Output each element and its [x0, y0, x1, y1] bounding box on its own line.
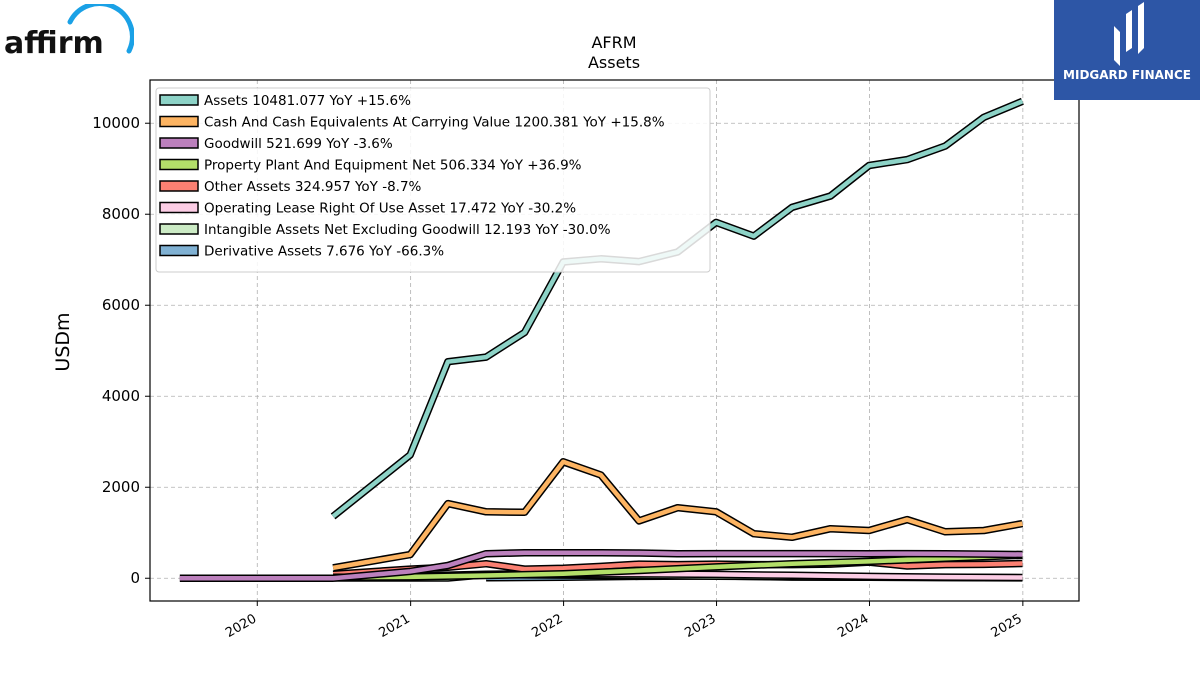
- series-line: [179, 550, 1023, 581]
- legend-swatch: [159, 158, 199, 171]
- series-property-plant-and-equipment-net: [333, 551, 1023, 582]
- y-tick-label: 2000: [102, 478, 140, 496]
- legend-swatch: [159, 244, 199, 257]
- legend-swatch: [159, 201, 199, 214]
- legend-swatch: [159, 180, 199, 192]
- midgard-finance-logo: MIDGARD FINANCE: [1054, 0, 1200, 100]
- plot-frame: [149, 79, 1080, 602]
- midgard-logo-mark: [1114, 2, 1144, 66]
- x-tick-label: 2024: [835, 611, 871, 641]
- legend-box: [155, 87, 711, 273]
- x-tick-label: 2020: [223, 611, 259, 641]
- y-axis: 0 2000 4000 6000 8000 10000: [92, 114, 150, 587]
- series-cash-and-cash-equivalents-at-carrying-value: [332, 458, 1024, 572]
- chart-title: AFRM: [591, 33, 636, 52]
- legend-swatch: [159, 137, 199, 149]
- x-tick-label: 2023: [682, 611, 718, 641]
- legend-item: Goodwill 521.699 YoY -3.6%: [159, 136, 393, 152]
- legend-label: Operating Lease Right Of Use Asset 17.47…: [204, 201, 576, 217]
- y-tick-label: 4000: [102, 387, 140, 405]
- legend-label: Property Plant And Equipment Net 506.334…: [204, 158, 582, 174]
- legend-label: Goodwill 521.699 YoY -3.6%: [204, 136, 393, 152]
- affirm-arc: [67, 1, 135, 54]
- legend-label: Cash And Cash Equivalents At Carrying Va…: [204, 115, 665, 131]
- midgard-logo-text: MIDGARD FINANCE: [1063, 68, 1191, 82]
- series-line: [332, 459, 1023, 571]
- chart-subtitle: Assets: [588, 53, 640, 72]
- affirm-logo: affirm: [4, 1, 135, 61]
- legend-item: Assets 10481.077 YoY +15.6%: [159, 93, 411, 109]
- y-tick-label: 10000: [92, 114, 140, 132]
- x-tick-label: 2021: [376, 611, 412, 641]
- y-tick-label: 6000: [102, 296, 140, 314]
- y-tick-label: 0: [130, 569, 140, 587]
- legend-item: Operating Lease Right Of Use Asset 17.47…: [159, 201, 576, 217]
- legend-item: Intangible Assets Net Excluding Goodwill…: [159, 222, 611, 238]
- midgard-emblem-icon: [1114, 2, 1144, 66]
- legend-swatch: [159, 223, 199, 235]
- affirm-logo-mark: affirm: [4, 1, 135, 61]
- legend-label: Assets 10481.077 YoY +15.6%: [204, 93, 411, 109]
- y-axis-label: USDm: [52, 312, 74, 371]
- x-axis: 2020 2021 2022 2023 2024 2025: [223, 601, 1025, 641]
- legend: Assets 10481.077 YoY +15.6% Cash And Cash…: [155, 87, 711, 273]
- series-line: [333, 552, 1023, 580]
- legend-item: Cash And Cash Equivalents At Carrying Va…: [159, 115, 665, 131]
- x-tick-label: 2022: [529, 611, 565, 641]
- legend-swatch: [159, 115, 199, 128]
- affirm-wordmark: affirm: [4, 26, 104, 60]
- x-tick-label: 2025: [989, 611, 1025, 641]
- legend-label: Derivative Assets 7.676 YoY -66.3%: [204, 244, 444, 260]
- y-tick-label: 8000: [102, 205, 140, 223]
- legend-item: Other Assets 324.957 YoY -8.7%: [159, 179, 422, 195]
- legend-swatch: [159, 94, 199, 106]
- legend-label: Other Assets 324.957 YoY -8.7%: [204, 179, 422, 195]
- legend-label: Intangible Assets Net Excluding Goodwill…: [204, 222, 611, 238]
- legend-item: Property Plant And Equipment Net 506.334…: [159, 158, 582, 174]
- legend-item: Derivative Assets 7.676 YoY -66.3%: [159, 244, 444, 260]
- series-goodwill: [179, 549, 1023, 582]
